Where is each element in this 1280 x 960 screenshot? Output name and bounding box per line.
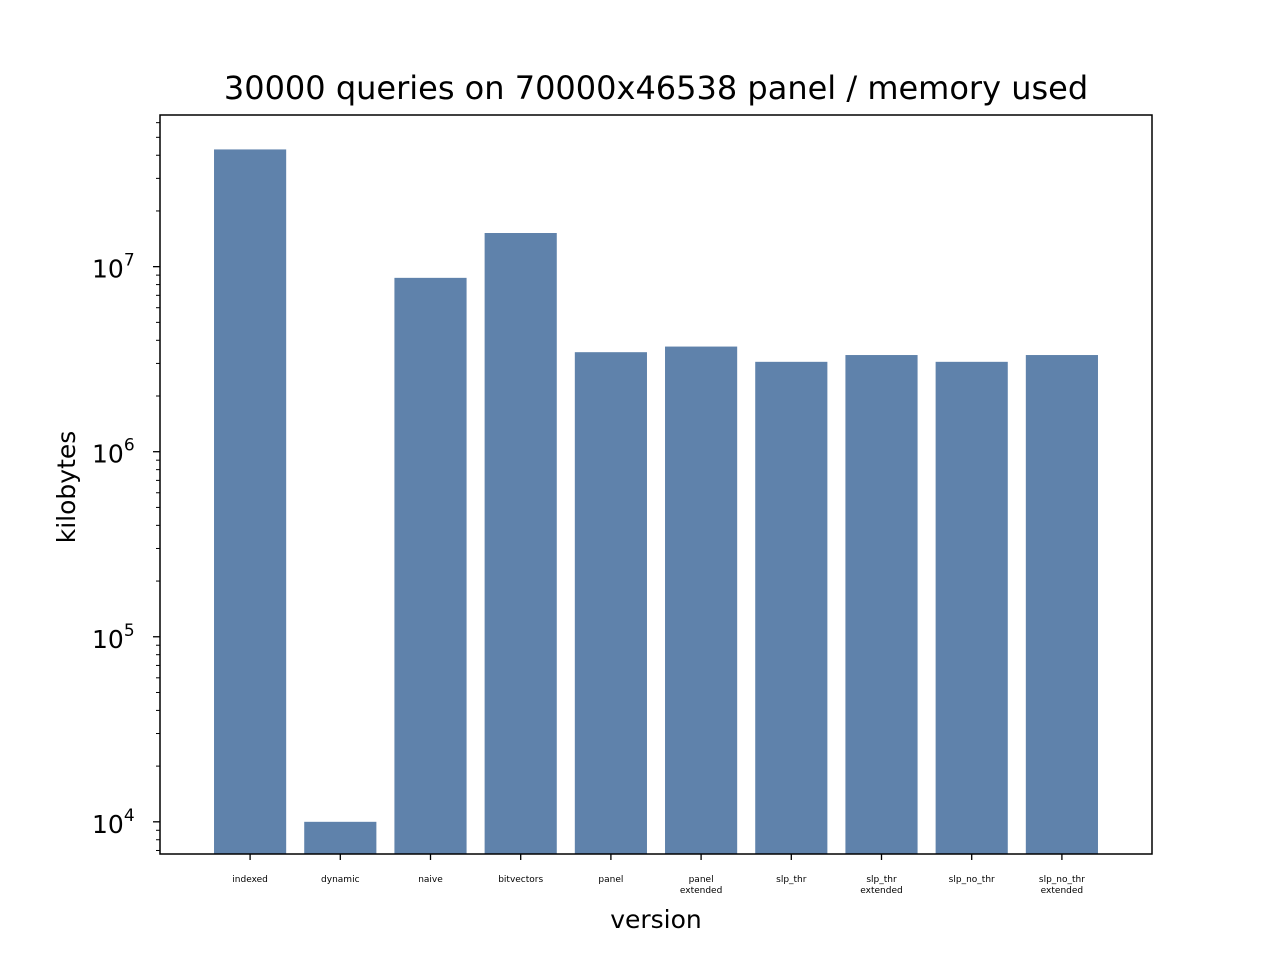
bar-6: [755, 361, 828, 854]
bar-5: [665, 346, 738, 854]
bar-3: [484, 233, 557, 854]
x-tick-label-5: panel extended: [680, 875, 722, 896]
bar-8: [935, 361, 1008, 854]
plot-frame: [159, 114, 1153, 855]
x-tick-label-6: slp_thr: [776, 875, 807, 885]
bar-7: [845, 355, 918, 854]
y-axis-ticks: 104 105 106 107: [92, 122, 160, 851]
bar-0: [214, 149, 287, 855]
y-tick-label-3: 107: [92, 251, 135, 284]
y-axis-label: kilobytes: [52, 431, 81, 544]
y-tick-label-0: 104: [92, 806, 135, 839]
x-tick-label-8: slp_no_thr: [949, 875, 995, 885]
x-tick-label-2: naive: [418, 875, 443, 885]
x-tick-label-7: slp_thr extended: [860, 875, 902, 896]
y-tick-label-1: 105: [92, 621, 135, 654]
bar-2: [394, 277, 467, 854]
x-tick-label-9: slp_no_thr extended: [1039, 875, 1085, 896]
chart-title: 30000 queries on 70000x46538 panel / mem…: [224, 69, 1088, 107]
x-axis-ticks: indexed dynamic naive bitvectors panel panel e…: [232, 854, 1085, 896]
bar-4: [574, 352, 647, 854]
bars-group: [214, 149, 1098, 855]
x-tick-label-1: dynamic: [321, 875, 360, 885]
bar-9: [1025, 355, 1098, 854]
x-axis-label: version: [610, 905, 702, 934]
bar-1: [304, 821, 377, 854]
x-tick-label-0: indexed: [232, 875, 268, 885]
y-tick-label-2: 106: [92, 436, 135, 469]
x-tick-label-4: panel: [598, 875, 623, 885]
x-tick-label-3: bitvectors: [498, 875, 543, 885]
